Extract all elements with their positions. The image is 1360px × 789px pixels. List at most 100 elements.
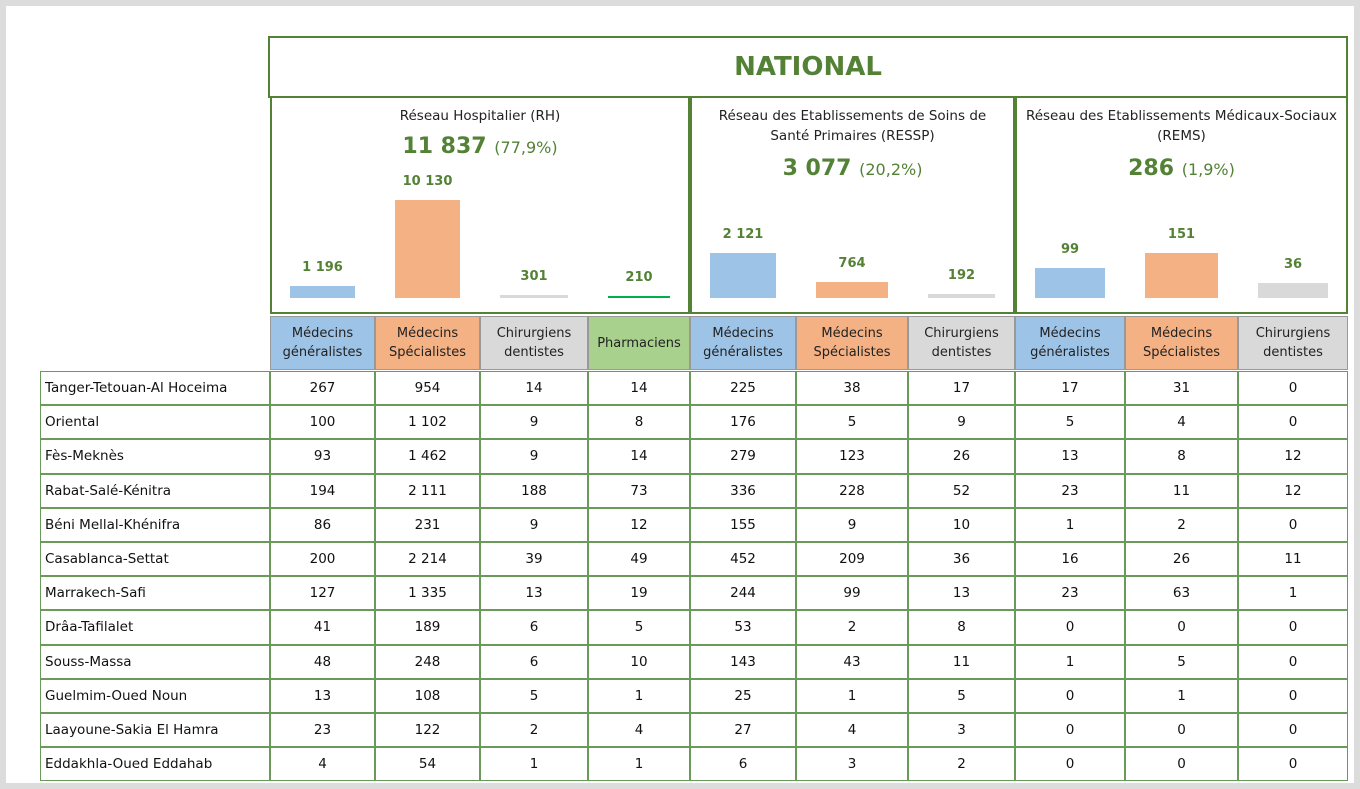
bar-label: 10 130 — [402, 174, 453, 189]
value-cell: 8 — [1125, 439, 1238, 474]
region-cell: Tanger-Tetouan-Al Hoceima — [40, 371, 270, 406]
value-cell: 3 — [796, 747, 908, 782]
value-cell: 14 — [480, 371, 588, 406]
value-cell: 0 — [1238, 371, 1348, 406]
total-share: (20,2%) — [859, 160, 923, 179]
region-cell: Oriental — [40, 405, 270, 440]
bar — [395, 200, 460, 298]
total-share: (1,9%) — [1181, 160, 1235, 179]
value-cell: 267 — [270, 371, 375, 406]
value-cell: 200 — [270, 542, 375, 577]
value-cell: 93 — [270, 439, 375, 474]
value-cell: 2 — [908, 747, 1015, 782]
value-cell: 36 — [908, 542, 1015, 577]
value-cell: 1 — [588, 747, 690, 782]
column-header: Chirurgiens dentistes — [1238, 316, 1348, 370]
value-cell: 225 — [690, 371, 796, 406]
value-cell: 17 — [908, 371, 1015, 406]
value-cell: 452 — [690, 542, 796, 577]
value-cell: 38 — [796, 371, 908, 406]
region-cell: Eddakhla-Oued Eddahab — [40, 747, 270, 782]
value-cell: 0 — [1238, 713, 1348, 748]
value-cell: 122 — [375, 713, 480, 748]
value-cell: 108 — [375, 678, 480, 713]
bar-label: 1 196 — [302, 260, 343, 276]
value-cell: 954 — [375, 371, 480, 406]
value-cell: 31 — [1125, 371, 1238, 406]
value-cell: 23 — [270, 713, 375, 748]
column-header: Pharmaciens — [588, 316, 690, 370]
value-cell: 11 — [908, 644, 1015, 679]
value-cell: 1 462 — [375, 439, 480, 474]
bar-label: 192 — [947, 267, 976, 283]
value-cell: 279 — [690, 439, 796, 474]
bar-label: 764 — [838, 255, 866, 271]
value-cell: 209 — [796, 542, 908, 577]
section-name: Réseau des Etablissements de Soins de Sa… — [718, 108, 987, 144]
region-cell: Fès-Meknès — [40, 439, 270, 474]
section-total: 11 837 (77,9%) — [270, 134, 690, 159]
section-name: Réseau des Etablissements Médicaux-Socia… — [1025, 108, 1338, 144]
value-cell: 228 — [796, 473, 908, 508]
value-cell: 26 — [1125, 542, 1238, 577]
value-cell: 12 — [1238, 439, 1348, 474]
bar-label: 2 121 — [722, 227, 764, 242]
value-cell: 1 — [796, 678, 908, 713]
value-cell: 23 — [1015, 576, 1125, 611]
column-header: Médecins généralistes — [1015, 316, 1125, 370]
bar — [928, 293, 995, 298]
value-cell: 0 — [1015, 678, 1125, 713]
value-cell: 1 — [1015, 644, 1125, 679]
value-cell: 5 — [908, 678, 1015, 713]
value-cell: 1 102 — [375, 405, 480, 440]
value-cell: 9 — [480, 507, 588, 542]
bar — [1258, 283, 1328, 298]
bar-label: 36 — [1283, 257, 1303, 272]
value-cell: 0 — [1125, 747, 1238, 782]
value-cell: 8 — [908, 610, 1015, 645]
value-cell: 10 — [908, 507, 1015, 542]
value-cell: 73 — [588, 473, 690, 508]
value-cell: 143 — [690, 644, 796, 679]
column-header: Médecins Spécialistes — [796, 316, 908, 370]
value-cell: 248 — [375, 644, 480, 679]
value-cell: 0 — [1238, 405, 1348, 440]
value-cell: 12 — [588, 507, 690, 542]
bar — [500, 295, 568, 298]
column-header: Chirurgiens dentistes — [908, 316, 1015, 370]
column-header: Médecins généralistes — [690, 316, 796, 370]
section-box — [1015, 98, 1348, 314]
value-cell: 0 — [1015, 747, 1125, 782]
value-cell: 5 — [480, 678, 588, 713]
region-cell: Marrakech-Safi — [40, 576, 270, 611]
value-cell: 39 — [480, 542, 588, 577]
value-cell: 336 — [690, 473, 796, 508]
value-cell: 52 — [908, 473, 1015, 508]
value-cell: 63 — [1125, 576, 1238, 611]
value-cell: 9 — [480, 405, 588, 440]
region-cell: Guelmim-Oued Noun — [40, 678, 270, 713]
value-cell: 1 — [1125, 678, 1238, 713]
value-cell: 0 — [1238, 644, 1348, 679]
column-header: Médecins généralistes — [270, 316, 375, 370]
value-cell: 10 — [588, 644, 690, 679]
bar-label: 301 — [520, 269, 548, 285]
value-cell: 48 — [270, 644, 375, 679]
value-cell: 244 — [690, 576, 796, 611]
value-cell: 1 — [588, 678, 690, 713]
region-cell: Souss-Massa — [40, 644, 270, 679]
value-cell: 0 — [1238, 610, 1348, 645]
total-value: 11 837 — [402, 134, 487, 159]
value-cell: 4 — [270, 747, 375, 782]
value-cell: 13 — [908, 576, 1015, 611]
bar — [1035, 268, 1105, 298]
value-cell: 53 — [690, 610, 796, 645]
value-cell: 1 335 — [375, 576, 480, 611]
value-cell: 3 — [908, 713, 1015, 748]
value-cell: 4 — [1125, 405, 1238, 440]
value-cell: 5 — [1125, 644, 1238, 679]
value-cell: 12 — [1238, 473, 1348, 508]
value-cell: 23 — [1015, 473, 1125, 508]
region-cell: Rabat-Salé-Kénitra — [40, 473, 270, 508]
value-cell: 14 — [588, 371, 690, 406]
